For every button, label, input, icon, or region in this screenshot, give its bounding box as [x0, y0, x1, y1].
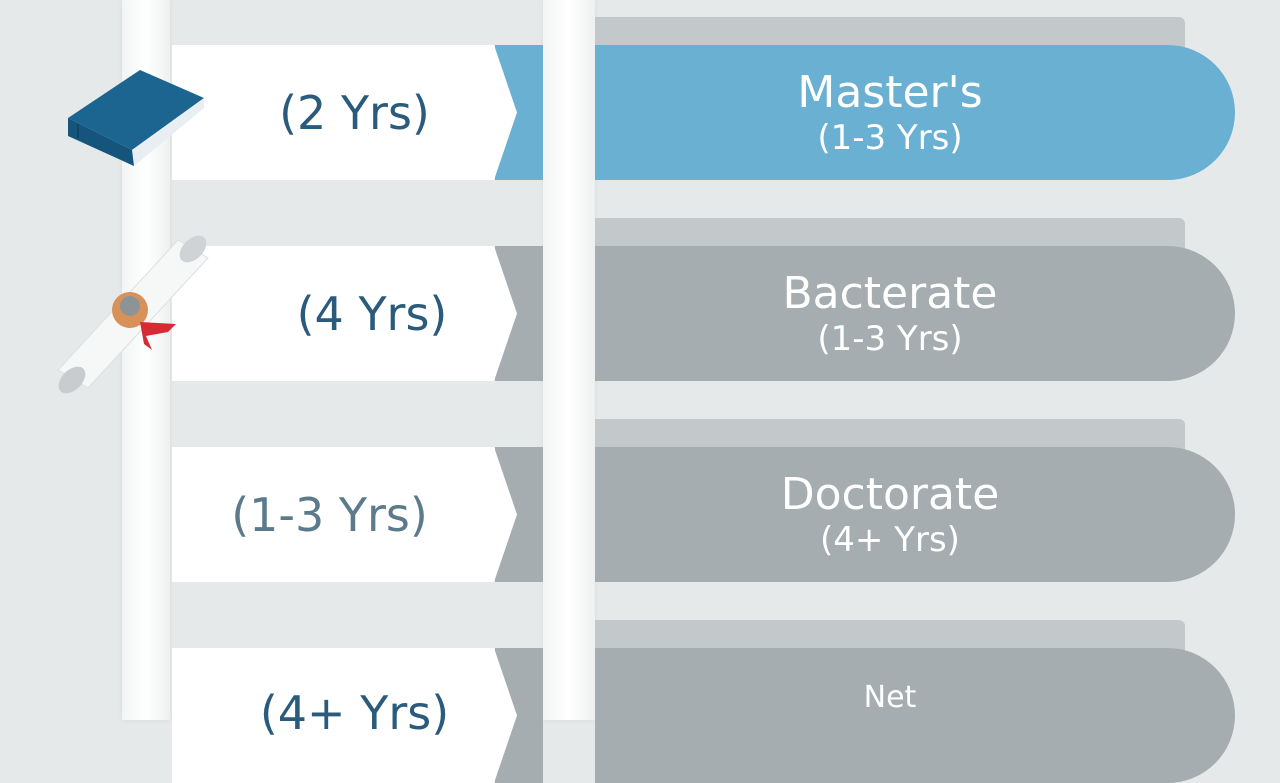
degree-title: Doctorate [780, 468, 1000, 520]
degree-subtitle: (1-3 Yrs) [817, 318, 963, 359]
row-net: (4+ Yrs) Net [0, 620, 1280, 783]
duration-card: (2 Yrs) [172, 45, 517, 180]
degree-title: Bacterate [782, 267, 998, 319]
degree-bar: Bacterate (1-3 Yrs) [595, 246, 1235, 381]
row-doctorate: (1-3 Yrs) Doctorate (4+ Yrs) [0, 419, 1280, 582]
row-bacterate: (4 Yrs) Bacterate (1-3 Yrs) [0, 218, 1280, 381]
duration-label: (2 Yrs) [279, 85, 430, 140]
degree-bar: Master's (1-3 Yrs) [595, 45, 1235, 180]
degree-title: Master's [797, 66, 983, 118]
duration-card: (4 Yrs) [172, 246, 517, 381]
degree-subtitle: (4+ Yrs) [820, 519, 960, 560]
row-masters: (2 Yrs) Master's (1-3 Yrs) [0, 17, 1280, 180]
center-rail [543, 0, 595, 720]
degree-bar: Net [595, 648, 1235, 783]
duration-label: (1-3 Yrs) [231, 487, 428, 542]
duration-card: (1-3 Yrs) [172, 447, 517, 582]
degree-bar: Doctorate (4+ Yrs) [595, 447, 1235, 582]
book-icon [68, 70, 204, 166]
degree-subtitle: (1-3 Yrs) [817, 117, 963, 158]
duration-card: (4+ Yrs) [172, 648, 517, 783]
duration-label: (4+ Yrs) [259, 686, 450, 740]
degree-title: Net [863, 680, 917, 715]
duration-label: (4 Yrs) [296, 286, 448, 341]
diploma-scroll-icon [57, 235, 209, 394]
